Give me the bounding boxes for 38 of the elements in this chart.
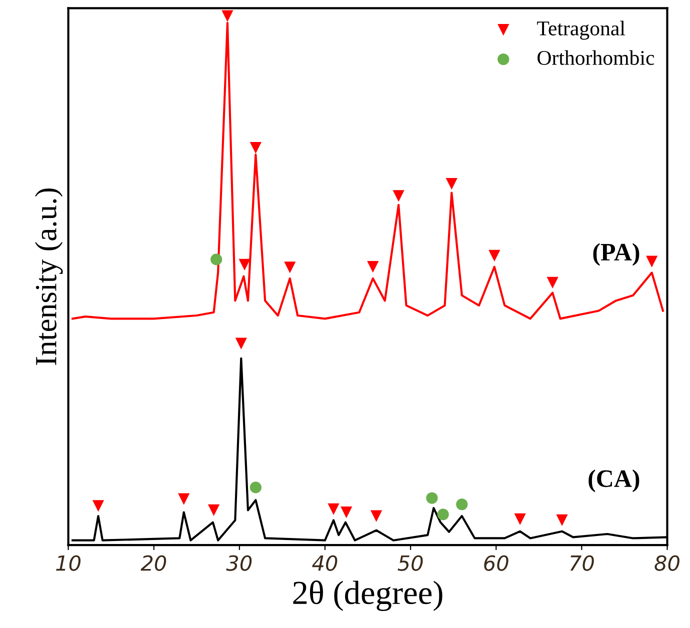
point — [446, 178, 458, 190]
x-tick-label: 30 — [226, 555, 252, 571]
x-tick-label: 80 — [654, 555, 680, 571]
point — [370, 510, 382, 522]
point — [426, 492, 438, 504]
legend-label: Tetragonal — [537, 20, 626, 40]
point — [250, 482, 262, 494]
annotation: (CA) — [588, 469, 640, 492]
point — [456, 498, 468, 510]
annotation: (PA) — [593, 243, 640, 266]
x-tick-label: 10 — [56, 555, 81, 571]
point — [340, 506, 352, 518]
point — [556, 514, 568, 526]
point — [437, 508, 449, 520]
point — [488, 250, 500, 262]
point — [328, 503, 340, 515]
point — [178, 493, 190, 505]
legend-label: Orthorhombic — [538, 50, 654, 65]
y-axis-title: Intensity (a.u.) — [34, 188, 63, 366]
point — [646, 256, 658, 268]
x-tick-label: 50 — [398, 555, 423, 571]
point — [250, 142, 262, 154]
x-axis-title: 2θ (degree) — [293, 580, 442, 612]
point — [235, 338, 247, 350]
point — [546, 276, 558, 289]
x-tick-label: 70 — [570, 555, 594, 571]
point — [222, 10, 234, 22]
point — [208, 504, 220, 516]
point — [392, 190, 404, 202]
point — [367, 261, 379, 273]
x-tick-label: 20 — [140, 555, 166, 571]
point — [514, 513, 526, 525]
x-tick-label: 40 — [312, 555, 338, 571]
point — [238, 258, 250, 271]
point — [284, 262, 296, 274]
x-tick-label: 60 — [484, 555, 508, 571]
point — [92, 500, 104, 512]
point — [210, 254, 222, 266]
